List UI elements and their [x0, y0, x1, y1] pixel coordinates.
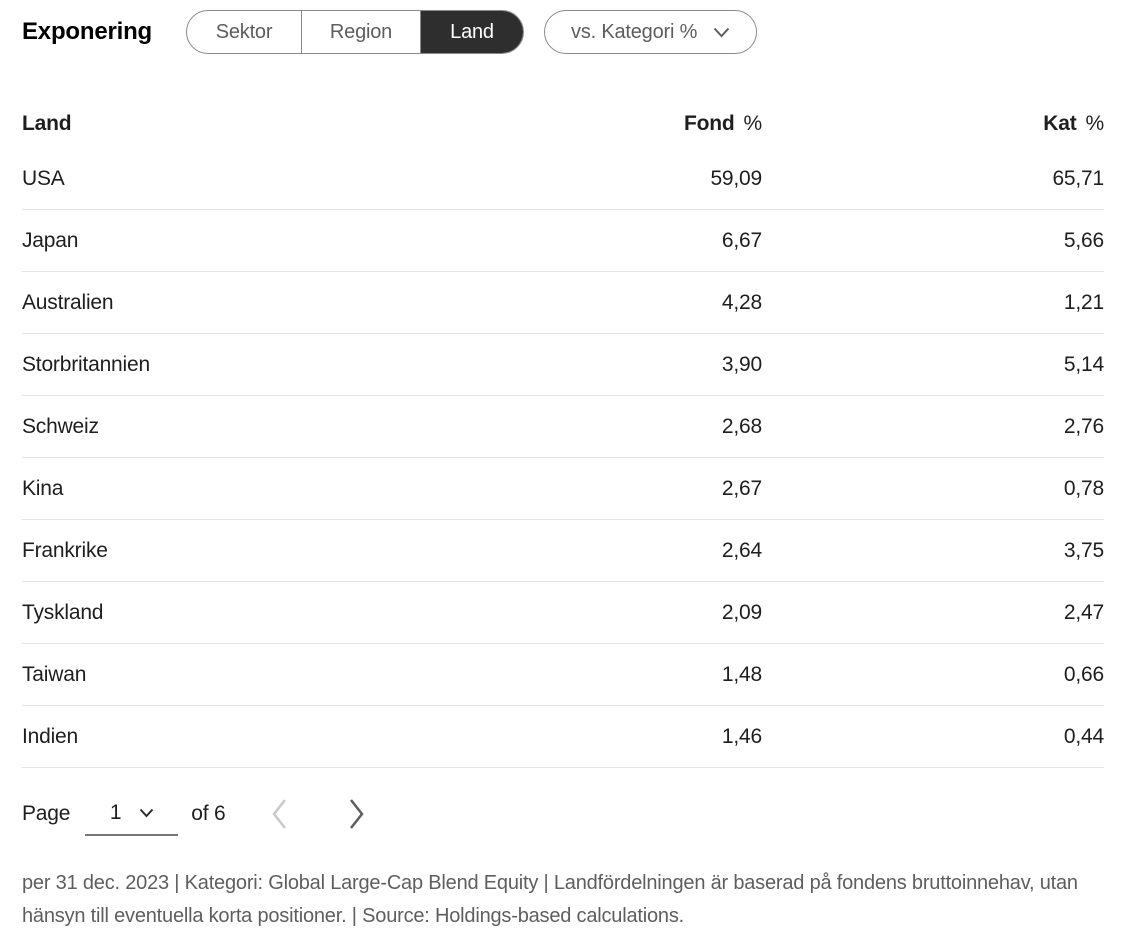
exposure-table: Land Fond% Kat% USA 59,09 65,71 Japan 6,… — [22, 99, 1104, 768]
pagination: Page 1 of 6 — [22, 790, 1104, 838]
chevron-down-icon — [139, 808, 154, 818]
tab-region[interactable]: Region — [301, 11, 422, 53]
tab-sektor[interactable]: Sektor — [187, 11, 301, 53]
column-header-kat: Kat% — [1043, 111, 1104, 135]
country-name: Japan — [22, 228, 79, 252]
fund-percent: 2,68 — [721, 414, 762, 438]
table-row: Australien 4,28 1,21 — [22, 272, 1104, 334]
country-name: USA — [22, 166, 65, 190]
fund-percent: 59,09 — [710, 166, 762, 190]
controls-row: Exponering Sektor Region Land vs. Katego… — [22, 10, 1104, 54]
previous-page-button[interactable] — [269, 796, 291, 832]
country-name: Kina — [22, 476, 64, 500]
table-row: Kina 2,67 0,78 — [22, 458, 1104, 520]
table-row: Tyskland 2,09 2,47 — [22, 582, 1104, 644]
country-name: Taiwan — [22, 662, 87, 686]
table-row: Schweiz 2,68 2,76 — [22, 396, 1104, 458]
fund-percent: 2,09 — [721, 600, 762, 624]
table-row: Japan 6,67 5,66 — [22, 210, 1104, 272]
country-name: Schweiz — [22, 414, 99, 438]
category-percent: 0,78 — [1063, 476, 1104, 500]
chevron-down-icon — [713, 27, 730, 38]
table-row: USA 59,09 65,71 — [22, 148, 1104, 210]
country-name: Australien — [22, 290, 114, 314]
category-percent: 3,75 — [1063, 538, 1104, 562]
view-segmented-control: Sektor Region Land — [186, 10, 525, 54]
table-row: Storbritannien 3,90 5,14 — [22, 334, 1104, 396]
chevron-left-icon — [269, 796, 291, 832]
country-name: Frankrike — [22, 538, 108, 562]
chevron-right-icon — [345, 796, 367, 832]
category-percent: 5,14 — [1063, 352, 1104, 376]
fund-percent: 2,64 — [721, 538, 762, 562]
column-header-fond: Fond% — [684, 111, 762, 135]
category-percent: 2,76 — [1063, 414, 1104, 438]
widget-title: Exponering — [22, 18, 153, 45]
fund-percent: 3,90 — [721, 352, 762, 376]
table-body: USA 59,09 65,71 Japan 6,67 5,66 Australi… — [22, 148, 1104, 768]
category-percent: 2,47 — [1063, 600, 1104, 624]
comparison-dropdown-value: vs. Kategori % — [571, 20, 698, 43]
category-percent: 1,21 — [1063, 290, 1104, 314]
category-percent: 0,66 — [1063, 662, 1104, 686]
table-row: Taiwan 1,48 0,66 — [22, 644, 1104, 706]
category-percent: 5,66 — [1063, 228, 1104, 252]
table-row: Frankrike 2,64 3,75 — [22, 520, 1104, 582]
fund-percent: 4,28 — [721, 290, 762, 314]
category-percent: 65,71 — [1052, 166, 1104, 190]
table-header-row: Land Fond% Kat% — [22, 99, 1104, 148]
page-count-label: of 6 — [191, 802, 226, 825]
page-select[interactable]: 1 — [85, 792, 179, 836]
fund-percent: 6,67 — [721, 228, 762, 252]
page-select-value: 1 — [109, 801, 122, 824]
country-name: Indien — [22, 724, 79, 748]
category-percent: 0,44 — [1063, 724, 1104, 748]
country-name: Tyskland — [22, 600, 104, 624]
footnote-text: per 31 dec. 2023 | Kategori: Global Larg… — [22, 872, 1078, 927]
fund-percent: 1,48 — [721, 662, 762, 686]
table-row: Indien 1,46 0,44 — [22, 706, 1104, 768]
tab-land[interactable]: Land — [421, 11, 524, 53]
column-header-land: Land — [22, 111, 72, 135]
country-name: Storbritannien — [22, 352, 150, 376]
comparison-dropdown[interactable]: vs. Kategori % — [544, 10, 758, 54]
page-label: Page — [22, 802, 71, 825]
fund-percent: 1,46 — [721, 724, 762, 748]
next-page-button[interactable] — [345, 796, 367, 832]
fund-percent: 2,67 — [721, 476, 762, 500]
